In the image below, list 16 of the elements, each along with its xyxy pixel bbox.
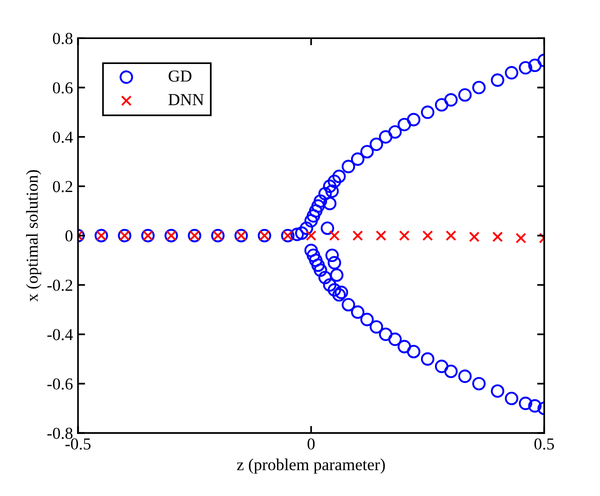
x-tick-label: 0 bbox=[308, 438, 315, 450]
y-tick-label: 0.8 bbox=[52, 32, 73, 44]
y-axis-title: x (optimal solution) bbox=[26, 170, 42, 302]
x-tick-label: -0.5 bbox=[65, 438, 91, 450]
y-tick-label: 0.2 bbox=[52, 180, 72, 192]
legend-label: GD bbox=[168, 70, 192, 82]
y-tick-label: -0.4 bbox=[47, 329, 73, 340]
y-tick-label: -0.8 bbox=[47, 428, 73, 440]
y-tick-label: 0.6 bbox=[52, 82, 73, 94]
x-axis-title: z (problem parameter) bbox=[237, 458, 385, 474]
legend-label: DNN bbox=[168, 94, 204, 106]
y-tick-label: -0.6 bbox=[47, 378, 73, 390]
y-tick-label: -0.2 bbox=[47, 280, 72, 291]
y-tick-label: 0 bbox=[65, 230, 73, 242]
x-tick-label: 0.5 bbox=[534, 438, 554, 450]
y-tick-label: 0.4 bbox=[52, 132, 73, 143]
